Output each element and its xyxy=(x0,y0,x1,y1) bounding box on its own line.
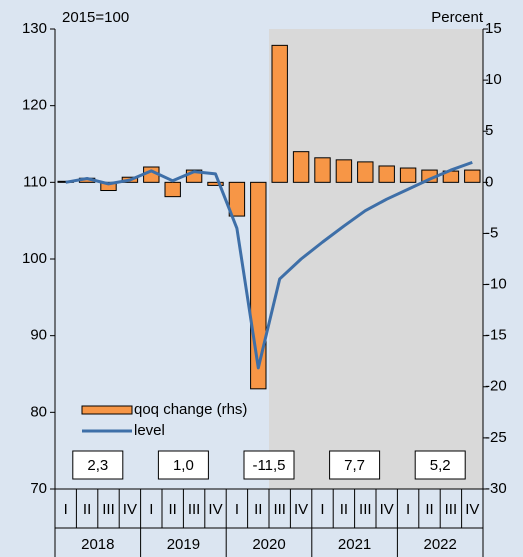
bar xyxy=(464,169,481,183)
bar xyxy=(164,181,181,198)
annual-box xyxy=(329,450,381,480)
forecast-shade xyxy=(269,29,483,489)
bar xyxy=(335,159,353,183)
annual-box xyxy=(72,450,124,480)
annual-label: 7,7 xyxy=(344,457,365,474)
bar xyxy=(207,181,224,186)
year-label: 2019 xyxy=(167,536,200,553)
annual-label: 1,0 xyxy=(173,457,194,474)
y2-tick-label: 15 xyxy=(485,20,502,37)
y2-tick-label: 5 xyxy=(485,122,493,139)
quarter-label: I xyxy=(149,501,153,518)
quarter-label: III xyxy=(273,501,286,518)
y2-tick-label: -20 xyxy=(485,378,507,395)
y2-tick-label: -5 xyxy=(485,224,498,241)
legend-label: qoq change (rhs) xyxy=(134,401,247,418)
quarter-label: I xyxy=(64,501,68,518)
legend-label: level xyxy=(134,422,165,439)
y-tick-label: 80 xyxy=(30,403,47,420)
level-line xyxy=(65,160,473,370)
y2-tick-label: -10 xyxy=(485,276,507,293)
quarter-label: I xyxy=(406,501,410,518)
quarter-label: IV xyxy=(294,501,308,518)
legend-swatch xyxy=(81,405,133,415)
quarter-label: II xyxy=(340,501,348,518)
right-axis-label: Percent xyxy=(431,9,484,26)
bar xyxy=(399,167,417,183)
quarter-label: III xyxy=(102,501,115,518)
quarter-label: I xyxy=(320,501,324,518)
bar xyxy=(314,157,331,183)
bar xyxy=(292,151,310,183)
quarter-label: II xyxy=(425,501,433,518)
y2-tick-label: 0 xyxy=(485,173,493,190)
quarter-label: I xyxy=(235,501,239,518)
quarter-label: II xyxy=(83,501,91,518)
y-tick-label: 70 xyxy=(30,480,47,497)
y2-tick-label: -15 xyxy=(485,327,507,344)
annual-label: 2,3 xyxy=(87,457,108,474)
quarter-label: III xyxy=(445,501,458,518)
y2-tick-label: 10 xyxy=(485,71,502,88)
bar xyxy=(250,181,267,390)
left-axis-label: 2015=100 xyxy=(62,9,129,26)
annual-box xyxy=(157,450,209,480)
quarter-label: II xyxy=(169,501,177,518)
y-tick-label: 130 xyxy=(22,20,47,37)
quarter-label: IV xyxy=(465,501,479,518)
annual-label: -11,5 xyxy=(252,457,285,474)
bar xyxy=(357,161,374,183)
quarter-label: III xyxy=(188,501,201,518)
year-label: 2022 xyxy=(424,536,457,553)
y-tick-label: 120 xyxy=(22,97,47,114)
quarter-label: III xyxy=(359,501,372,518)
bar xyxy=(228,181,246,217)
year-label: 2018 xyxy=(81,536,114,553)
quarter-label: IV xyxy=(380,501,394,518)
quarter-label: II xyxy=(254,501,262,518)
y2-tick-label: -25 xyxy=(485,429,507,446)
y2-tick-label: -30 xyxy=(485,480,507,497)
annual-label: 5,2 xyxy=(430,457,451,474)
y-tick-label: 110 xyxy=(23,173,47,190)
bar xyxy=(378,165,395,183)
y-tick-label: 90 xyxy=(30,327,47,344)
quarter-label: IV xyxy=(208,501,222,518)
bar xyxy=(271,44,288,183)
year-label: 2021 xyxy=(338,536,371,553)
year-label: 2020 xyxy=(252,536,285,553)
y-tick-label: 100 xyxy=(22,250,47,267)
quarter-label: IV xyxy=(123,501,137,518)
annual-box xyxy=(243,450,295,480)
annual-box xyxy=(414,450,466,480)
